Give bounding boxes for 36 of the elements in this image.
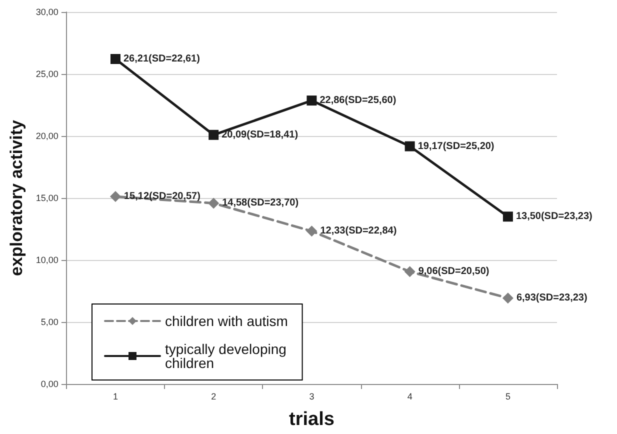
- y-tick-label: 0,00: [40, 379, 58, 389]
- data-label: 14,58(SD=23,70): [222, 198, 299, 209]
- data-label: 26,21(SD=22,61): [123, 53, 200, 64]
- y-axis-title: exploratory activity: [7, 120, 26, 276]
- point: [404, 266, 416, 278]
- point: [306, 226, 318, 237]
- y-tick-label: 5,00: [40, 317, 58, 327]
- data-label: 9,06(SD=20,50): [418, 266, 490, 278]
- x-axis-title: trials: [289, 409, 334, 430]
- point: [502, 292, 514, 304]
- y-tick-label: 15,00: [36, 193, 58, 203]
- point: [306, 96, 317, 106]
- point: [110, 191, 121, 202]
- x-tick-label: 3: [309, 392, 314, 402]
- data-label: 19,17(SD=25,20): [418, 140, 494, 152]
- x-tick-label: 2: [211, 392, 216, 402]
- point: [208, 130, 219, 140]
- data-label: 6,93(SD=23,23): [516, 292, 588, 304]
- legend-label: children with autism: [165, 313, 288, 329]
- x-tick-label: 4: [407, 392, 412, 402]
- y-tick-label: 10,00: [36, 255, 58, 265]
- point: [110, 54, 120, 64]
- x-tick-label: 5: [505, 392, 510, 402]
- point: [208, 198, 220, 209]
- point: [502, 212, 513, 222]
- point: [404, 141, 415, 152]
- data-label: 13,50(SD=23,23): [516, 211, 592, 222]
- x-tick-label: 1: [112, 392, 118, 402]
- data-label: 15,12(SD=20,57): [124, 191, 200, 202]
- y-tick-label: 20,00: [36, 131, 58, 141]
- data-label: 22,86(SD=25,60): [320, 95, 396, 106]
- y-tick-label: 30,00: [36, 7, 58, 17]
- y-tick-label: 25,00: [36, 69, 58, 79]
- legend-label: typically developing children: [165, 341, 290, 371]
- data-label: 20,09(SD=18,41): [222, 129, 298, 140]
- data-label: 12,33(SD=22,84): [320, 226, 397, 237]
